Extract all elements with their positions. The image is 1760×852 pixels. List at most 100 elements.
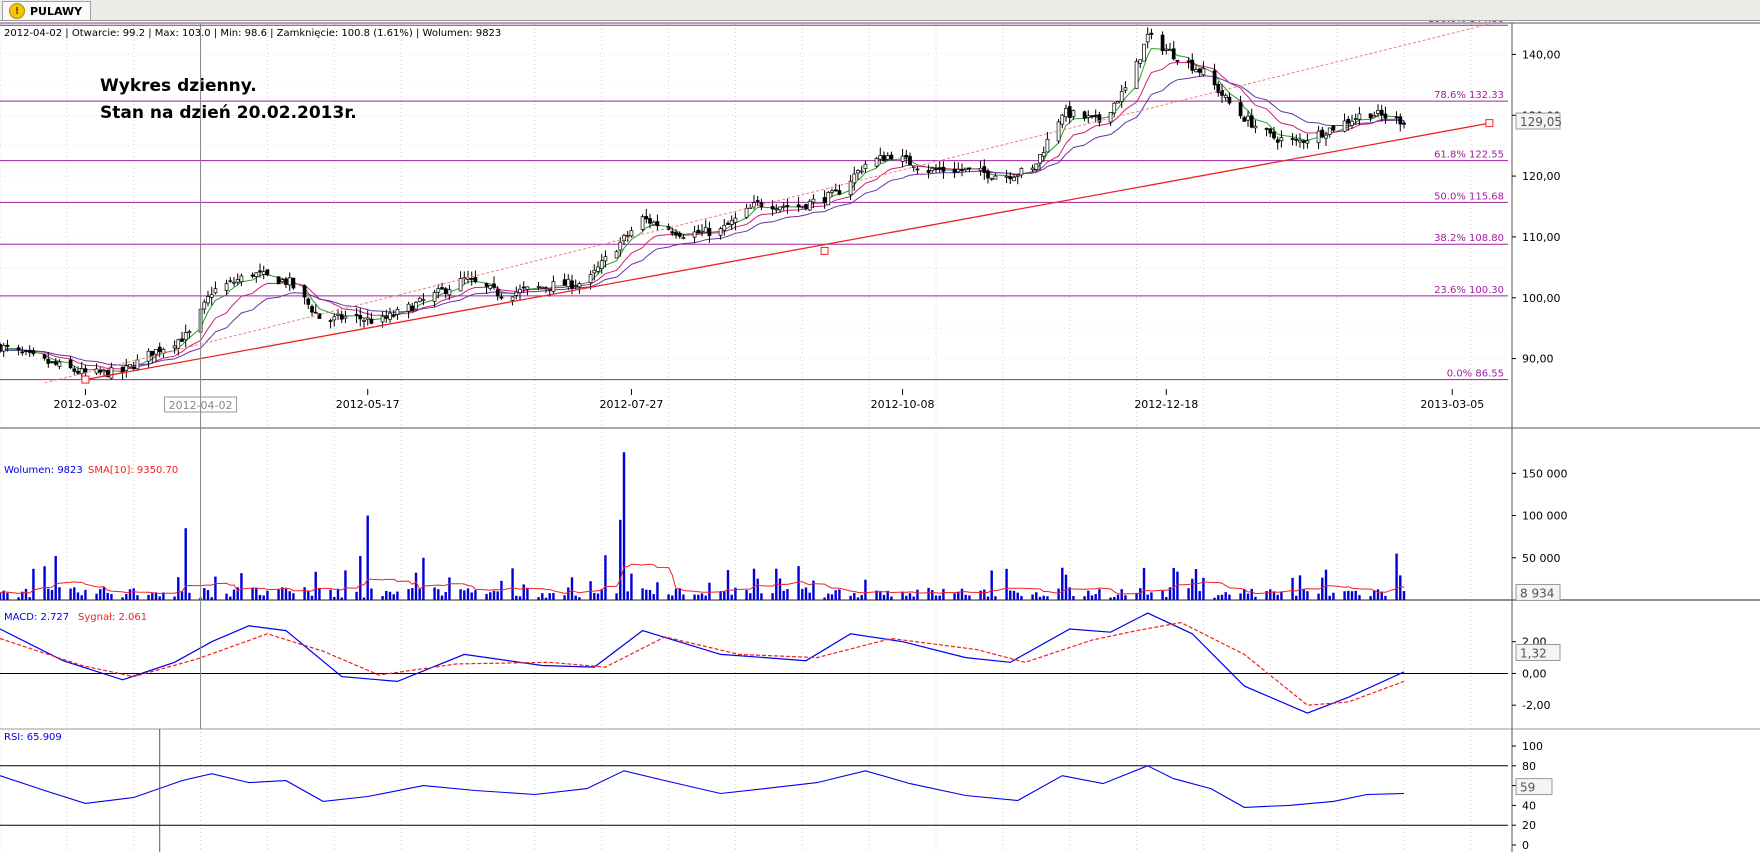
candle-body (744, 207, 749, 218)
volume-bar (1142, 567, 1146, 600)
candle-body (395, 308, 400, 315)
volume-bar (723, 590, 726, 600)
tab-pulawy[interactable]: ! PULAWY (2, 1, 92, 20)
candle-body (53, 361, 58, 365)
candle-body (120, 366, 125, 373)
candle-body (250, 274, 255, 277)
volume-bar (522, 584, 525, 600)
volume-bar (1384, 595, 1387, 600)
candle-body (937, 167, 942, 170)
volume-bar (596, 593, 600, 600)
candle-body (540, 286, 545, 289)
volume-bar (682, 594, 685, 600)
candle-body (729, 219, 734, 225)
volume-bar (1061, 567, 1064, 600)
volume-bar (1317, 593, 1320, 600)
volume-bar (1094, 594, 1097, 600)
macd-header: MACD: 2.727 (4, 612, 69, 623)
volume-bar (1016, 592, 1019, 600)
candle-body (436, 288, 441, 293)
candle-body (31, 350, 36, 355)
volume-bar (760, 593, 763, 600)
volume-bar (1176, 571, 1179, 600)
volume-bar (470, 592, 473, 600)
date-tick-label: 2012-05-17 (336, 398, 400, 411)
volume-bar (957, 591, 960, 600)
volume-bar (700, 593, 704, 600)
stock-chart[interactable]: 100.0% 144.80 78.6% 132.33 61.8% 122.55 50.… (0, 21, 1760, 852)
volume-bar (1358, 595, 1361, 600)
candle-body (68, 359, 73, 369)
candle-body (473, 277, 478, 283)
volume-bar (106, 592, 109, 600)
volume-bar (240, 573, 243, 600)
volume-bar (485, 593, 488, 600)
candle-body (1041, 152, 1046, 157)
date-tick-label: 2012-10-08 (871, 398, 935, 411)
volume-bar (284, 588, 288, 600)
volume-bar (1376, 589, 1380, 600)
candle-body (926, 170, 931, 173)
price-y-axis: 90,00100,00110,00120,00130,00140,00129,0… (1512, 48, 1562, 366)
date-tick-label: 2012-12-18 (1134, 398, 1198, 411)
volume-bar (184, 528, 187, 600)
candle-body (796, 204, 801, 208)
last-volume-box (1515, 583, 1561, 601)
candle-body (79, 368, 84, 374)
fib-level-label: 61.8% 122.55 (1434, 150, 1504, 161)
candle-body (362, 320, 366, 322)
volume-bar (1265, 591, 1268, 600)
volume-bar (645, 589, 648, 600)
candle-body (1149, 32, 1154, 35)
candle-body (1119, 90, 1124, 102)
volume-bar (1150, 592, 1153, 600)
volume-bar (359, 556, 362, 600)
candle-body (859, 170, 864, 173)
volume-bar (849, 595, 852, 600)
volume-bar (288, 591, 291, 600)
candle-body (785, 205, 790, 207)
candle-body (1294, 139, 1299, 141)
volume-bar (860, 595, 863, 600)
candle-body (499, 296, 504, 299)
last-rsi-box (1515, 778, 1553, 796)
volume-bar (1020, 596, 1023, 600)
volume-bar (251, 587, 254, 600)
volume-bar (1005, 568, 1008, 600)
volume-bar (942, 588, 945, 600)
volume-bar (563, 595, 566, 600)
volume-bar (1343, 591, 1346, 600)
candle-body (1190, 59, 1195, 71)
candle-body (443, 288, 448, 294)
volume-bar (336, 588, 340, 600)
volume-bar (0, 592, 2, 600)
candle-body (525, 286, 530, 290)
candle-body (1015, 174, 1020, 177)
candle-body (235, 279, 240, 283)
candle-body (856, 170, 860, 174)
volume-bar (752, 568, 756, 600)
trendline-handle (1485, 119, 1494, 128)
volume-bar (1276, 594, 1279, 600)
volume-bar (990, 570, 993, 600)
candle-body (1045, 139, 1050, 153)
volume-bar (511, 568, 514, 600)
candle-body (432, 292, 437, 302)
candle-body (180, 338, 184, 342)
candlesticks[interactable] (0, 27, 1406, 380)
candle-body (1123, 87, 1128, 91)
candle-body (774, 208, 779, 211)
volume-bar (1139, 588, 1142, 600)
trendlines[interactable] (44, 23, 1494, 384)
volume-bar (388, 591, 392, 600)
candle-body (76, 370, 80, 374)
candle-body (1145, 33, 1150, 43)
fib-level-label: 38.2% 108.80 (1434, 233, 1504, 244)
volume-bar (515, 595, 518, 600)
volume-bar (730, 594, 733, 600)
candle-body (239, 275, 244, 283)
candle-body (696, 229, 701, 234)
candle-body (1264, 128, 1269, 130)
tab-label: PULAWY (30, 4, 83, 18)
volume-bar (938, 595, 941, 600)
